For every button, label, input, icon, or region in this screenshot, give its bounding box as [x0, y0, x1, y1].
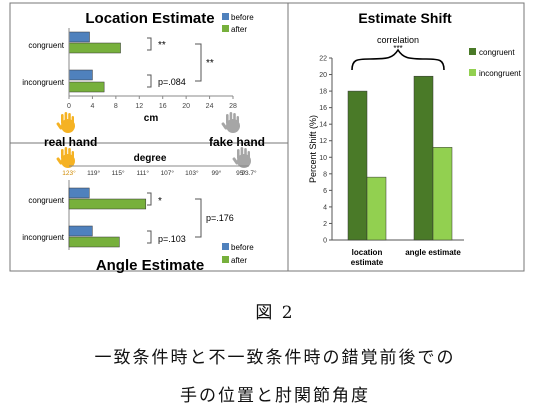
- location-x-axis: 0 4 8 12 16 20 24 28 cm: [67, 28, 237, 124]
- angle-tick-label-8: 93.7°: [241, 169, 257, 177]
- location-bar-incongruent-after: [68, 81, 105, 93]
- angle-legend-after: after: [231, 256, 247, 265]
- location-x-axis-label: cm: [144, 113, 159, 124]
- location-tick-label-0: 0: [67, 103, 71, 110]
- angle-tick-label-6: 99°: [212, 169, 222, 177]
- angle-category-congruent: congruent: [28, 196, 64, 205]
- location-tick-label-12: 12: [135, 103, 143, 110]
- shift-tick-label-0: 0: [323, 238, 327, 245]
- location-sig-congruent: **: [158, 40, 166, 51]
- location-category-incongruent: incongruent: [22, 78, 65, 87]
- angle-chart-title: Angle Estimate: [96, 257, 204, 274]
- angle-tick-label-5: 103°: [185, 169, 199, 177]
- location-legend-after: after: [231, 25, 247, 34]
- location-bars: [68, 31, 121, 93]
- location-bar-incongruent-before: [68, 69, 93, 81]
- angle-bar-incongruent-after: [68, 236, 120, 248]
- shift-tick-label-16: 16: [319, 105, 327, 112]
- shift-y-axis-label: Percent Shift (%): [308, 115, 318, 183]
- shift-tick-label-2: 2: [323, 221, 327, 228]
- caption-line-1: 一致条件時と不一致条件時の錯覚前後での: [94, 348, 456, 368]
- angle-tick-label-0: 123°: [62, 169, 76, 177]
- location-sig-bracket-between: [195, 43, 202, 82]
- angle-category-incongruent: incongruent: [22, 233, 65, 242]
- fake-hand-icon-top: [221, 112, 240, 133]
- location-chart-title: Location Estimate: [85, 10, 214, 27]
- location-bar-congruent-before: [68, 31, 90, 43]
- angle-tick-label-4: 107°: [161, 169, 175, 177]
- shift-correlation-label: correlation: [377, 35, 419, 45]
- shift-bar-1-incongruent: [432, 147, 453, 241]
- angle-legend-before: before: [231, 243, 254, 252]
- location-tick-label-16: 16: [159, 103, 167, 110]
- location-sig-bracket-incongruent: [147, 74, 152, 88]
- location-category-congruent: congruent: [28, 41, 64, 50]
- real-hand-icon-top: [56, 112, 75, 133]
- angle-sig-bracket-between: [195, 198, 202, 238]
- angle-bar-incongruent-before: [68, 225, 93, 237]
- shift-tick-label-12: 12: [319, 138, 327, 145]
- angle-tick-label-7: 95°: [236, 169, 246, 177]
- location-tick-label-8: 8: [114, 103, 118, 110]
- location-bar-congruent-after: [68, 42, 121, 54]
- location-tick-label-4: 4: [90, 103, 94, 110]
- location-legend-before-swatch: [222, 13, 229, 20]
- location-legend-before: before: [231, 13, 254, 22]
- shift-correlation-brace: [351, 48, 445, 71]
- shift-bar-1-congruent: [413, 75, 434, 241]
- figure-2: Location Estimate before after 0 4 8 12 16 20…: [9, 2, 525, 274]
- angle-x-axis: 123° 119° 115° 111° 107° 103° 99° 95°93.7°: [62, 165, 257, 250]
- angle-tick-label-3: 111°: [136, 169, 149, 177]
- angle-bar-congruent-before: [68, 187, 90, 199]
- shift-tick-label-6: 6: [323, 188, 327, 195]
- shift-tick-label-8: 8: [323, 171, 327, 178]
- shift-legend-incongruent-swatch: [469, 69, 476, 76]
- angle-sig-bracket-congruent: [147, 192, 152, 206]
- location-tick-label-28: 28: [229, 103, 237, 110]
- location-sig-incongruent: p=.084: [158, 77, 186, 87]
- real-hand-label: real hand: [44, 135, 97, 149]
- location-legend-after-swatch: [222, 25, 229, 32]
- fake-hand-icon-bottom: [232, 147, 251, 168]
- location-sig-between: **: [206, 58, 214, 69]
- shift-bar-0-incongruent: [366, 176, 387, 241]
- shift-chart-title: Estimate Shift: [358, 10, 452, 26]
- shift-legend-congruent: congruent: [479, 48, 515, 57]
- real-hand-icon-bottom: [56, 147, 75, 168]
- shift-tick-label-14: 14: [319, 122, 327, 129]
- shift-bar-0-congruent: [347, 90, 368, 241]
- angle-sig-between: p=.176: [206, 213, 234, 223]
- location-tick-label-24: 24: [206, 103, 214, 110]
- fake-hand-label: fake hand: [209, 135, 265, 149]
- shift-bars: [347, 75, 453, 241]
- angle-tick-label-2: 115°: [112, 169, 125, 177]
- shift-category-angle: angle estimate: [405, 248, 461, 257]
- angle-sig-incongruent: p=.103: [158, 234, 186, 244]
- angle-axis-title: degree: [134, 153, 167, 164]
- angle-legend-after-swatch: [222, 256, 229, 263]
- location-sig-bracket-congruent: [147, 37, 152, 51]
- shift-category-location-line1: location: [352, 248, 383, 257]
- shift-legend-congruent-swatch: [469, 48, 476, 55]
- shift-category-location-line2: estimate: [351, 258, 384, 267]
- angle-legend-before-swatch: [222, 243, 229, 250]
- shift-tick-label-20: 20: [319, 72, 327, 79]
- angle-bars: [68, 187, 147, 248]
- shift-tick-label-18: 18: [319, 89, 327, 96]
- caption-line-2: 手の位置と肘関節角度: [180, 386, 370, 406]
- shift-tick-label-4: 4: [323, 204, 327, 211]
- angle-sig-congruent: *: [158, 196, 162, 207]
- shift-tick-label-10: 10: [319, 155, 327, 162]
- shift-legend-incongruent: incongruent: [479, 69, 522, 78]
- location-tick-label-20: 20: [182, 103, 190, 110]
- angle-tick-label-1: 119°: [87, 169, 100, 177]
- angle-bar-congruent-after: [68, 198, 147, 210]
- shift-tick-label-22: 22: [319, 56, 327, 63]
- angle-sig-bracket-incongruent: [147, 230, 152, 244]
- right-panel-frame: [287, 2, 525, 272]
- figure-label: 図 2: [255, 303, 295, 323]
